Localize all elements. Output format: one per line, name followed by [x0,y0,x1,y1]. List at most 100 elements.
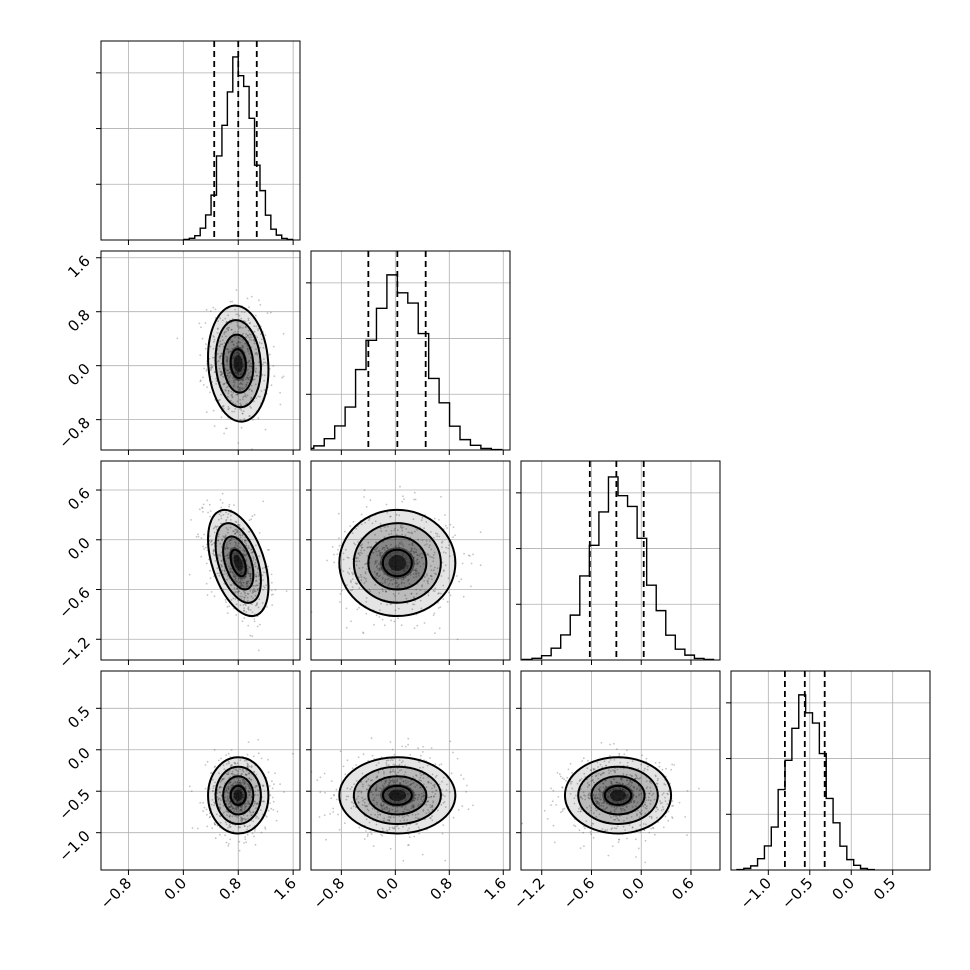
sample-point [219,821,222,824]
sample-point [394,545,397,548]
sample-point [260,757,263,760]
sample-point [649,790,652,793]
sample-point [379,787,382,790]
sample-point [232,807,235,810]
sample-point [378,592,381,594]
sample-point [444,514,446,516]
sample-point [390,569,393,571]
sample-point [402,780,405,783]
sample-point [407,743,409,746]
sample-point [262,800,265,803]
sample-point [247,791,250,793]
sample-point [245,558,248,561]
sample-point [633,787,635,789]
sample-point [362,631,364,634]
sample-point [246,348,249,350]
x-tick-label: −1.2 [510,874,548,912]
sample-point [255,575,257,578]
sample-point [401,533,403,536]
sample-point [224,536,227,539]
sample-point [225,511,227,514]
sample-point [212,549,215,551]
sample-point [614,818,617,821]
sample-point [243,541,246,544]
sample-point [398,546,400,548]
sample-point [434,776,437,778]
sample-point [231,808,234,810]
sample-point [236,800,239,803]
sample-point [240,819,242,822]
sample-point [357,795,360,798]
sample-point [409,754,412,756]
sample-point [217,539,219,542]
sample-point [422,773,425,776]
sample-point [654,762,657,764]
sample-point [398,769,401,772]
sample-point [413,781,415,784]
sample-point [211,799,214,801]
sample-point [243,796,245,798]
sample-point [412,550,415,553]
sample-point [243,592,246,595]
sample-point [368,803,370,805]
sample-point [223,332,226,335]
sample-point [239,578,242,580]
sample-point [461,805,464,808]
sample-point [243,577,246,580]
sample-point [253,800,256,803]
sample-point [384,808,386,811]
sample-point [392,781,395,783]
sample-point [388,826,391,829]
sample-point [244,594,247,597]
sample-point [253,589,256,592]
sample-point [371,779,373,782]
sample-point [636,777,639,780]
sample-point [595,800,598,802]
sample-point [234,577,237,580]
sample-point [423,622,426,624]
sample-point [226,789,228,792]
sample-point [234,379,236,381]
sample-point [257,802,259,805]
sample-point [403,582,406,584]
sample-point [234,579,237,581]
sample-point [417,793,420,796]
sample-point [598,803,601,806]
sample-point [470,585,472,588]
sample-point [246,796,249,799]
sample-point [416,570,418,572]
sample-point [215,377,218,380]
sample-point [250,766,253,769]
sample-point [620,809,623,812]
sample-point [225,359,228,361]
sample-point [421,552,424,555]
sample-point [618,754,621,757]
sample-point [678,801,681,804]
sample-point [256,353,259,356]
sample-point [605,786,608,788]
sample-point [247,741,250,743]
sample-point [645,757,648,760]
sample-point [400,541,403,543]
contour-line-1 [222,775,255,816]
sample-point [348,573,351,575]
sample-point [413,547,416,550]
sample-point [253,770,256,773]
sample-point [338,828,341,831]
sample-point [597,777,600,780]
sample-point [409,552,412,555]
sample-point [205,411,208,413]
sample-point [638,793,641,796]
sample-point [381,834,384,837]
sample-point [176,337,179,340]
sample-point [408,827,410,830]
sample-point [362,800,364,802]
sample-point [396,806,399,809]
sample-point [386,829,388,832]
sample-point [402,780,405,783]
sample-point [237,770,239,773]
sample-point [618,815,621,817]
sample-point [407,578,410,581]
sample-point [367,833,369,836]
sample-point [240,808,243,811]
